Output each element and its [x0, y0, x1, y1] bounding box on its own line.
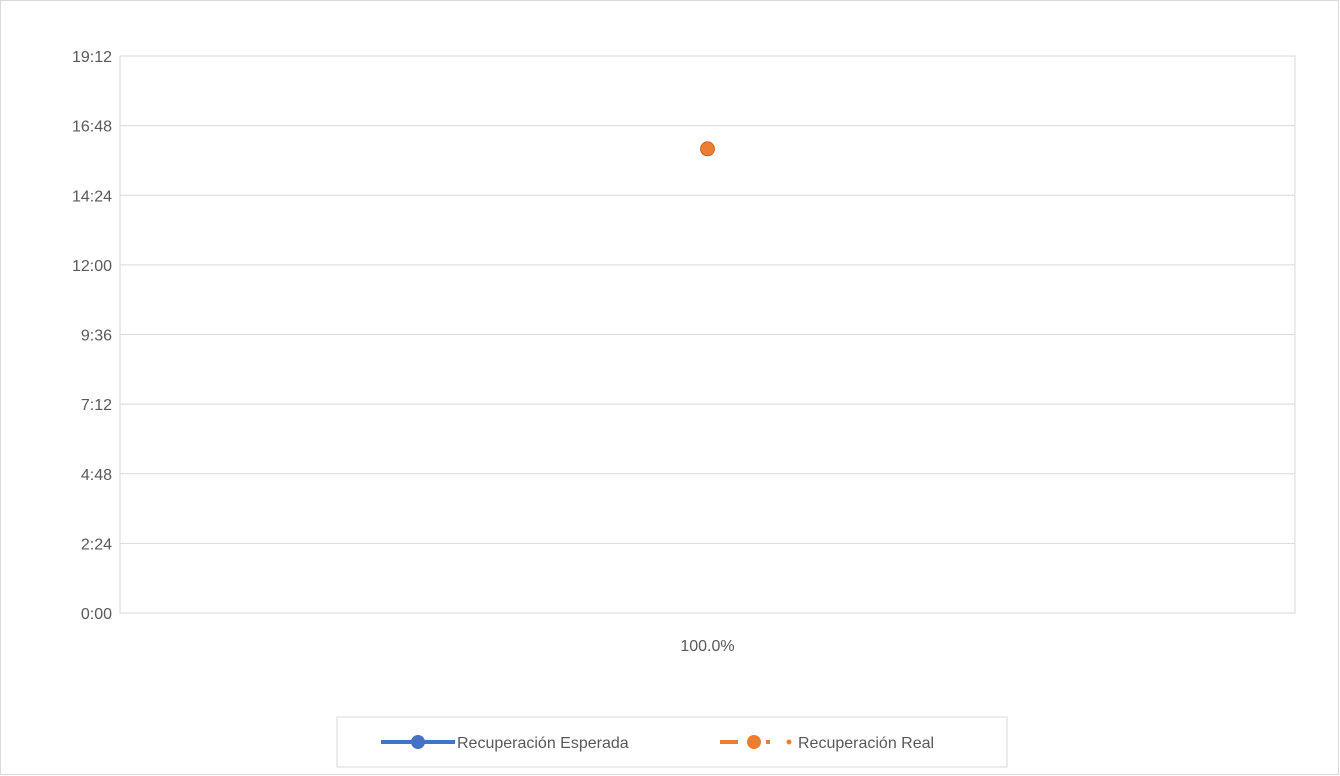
x-axis-tick-labels: 100.0%: [680, 638, 734, 655]
y-tick-label: 4:48: [81, 467, 112, 484]
y-tick-label: 9:36: [81, 328, 112, 345]
series-layer: [701, 142, 715, 156]
legend-dot-real: [787, 740, 792, 745]
legend: Recuperación Esperada Recuperación Real: [337, 717, 1007, 767]
legend-marker-real: [747, 735, 761, 749]
y-tick-label: 0:00: [81, 606, 112, 623]
y-tick-label: 14:24: [72, 188, 112, 205]
y-tick-label: 19:12: [72, 49, 112, 66]
legend-label-esperada: Recuperación Esperada: [457, 735, 629, 752]
y-tick-label: 12:00: [72, 258, 112, 275]
legend-marker-esperada: [411, 735, 425, 749]
data-point-recuperacion-real[interactable]: [701, 142, 715, 156]
y-tick-label: 7:12: [81, 397, 112, 414]
y-tick-label: 2:24: [81, 536, 112, 553]
y-tick-label: 16:48: [72, 119, 112, 136]
legend-label-real: Recuperación Real: [798, 735, 934, 752]
gridlines: [120, 56, 1295, 543]
y-axis-tick-labels: 0:00 2:24 4:48 7:12 9:36 12:00 14:24 16:48 19:12: [72, 49, 112, 623]
x-tick-label: 100.0%: [680, 638, 734, 655]
